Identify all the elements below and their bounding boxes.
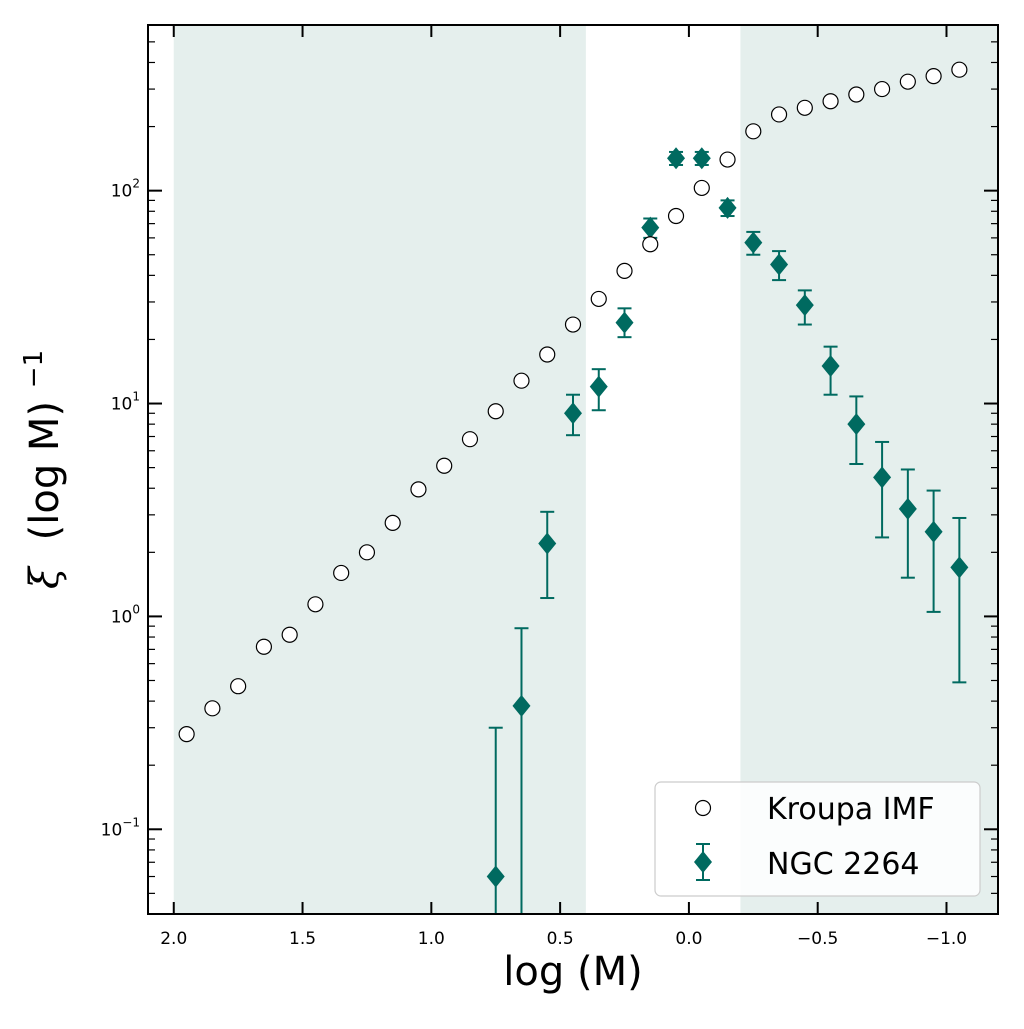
kroupa-point [461,431,479,448]
x-tick-label: −1.0 [926,929,967,949]
y-tick-label: 102 [111,177,140,202]
kroupa-point [564,316,582,333]
y-axis-label-exponent: −1 [19,350,49,388]
kroupa-point [951,61,968,78]
kroupa-point [899,73,916,90]
kroupa-point [436,457,453,474]
x-tick-label: 2.0 [160,929,187,949]
kroupa-point [667,207,685,225]
x-tick-label: −0.5 [797,929,838,949]
ngc-point [641,216,660,239]
ngc-point [770,253,789,276]
ngc-point [898,497,917,520]
kroupa-point [230,678,247,695]
x-tick-label: 0.5 [547,929,574,949]
legend: Kroupa IMF NGC 2264 [654,781,981,897]
kroupa-point [281,626,298,643]
kroupa-point [848,86,865,103]
ngc-point [795,294,814,317]
ngc-point [744,231,763,254]
kroupa-point [178,725,195,743]
kroupa-point [513,372,530,389]
ngc-point [821,355,840,378]
ngc-point [564,402,582,425]
x-axis-label: log (M) [503,949,642,995]
y-tick-label: 100 [111,602,140,627]
ngc-point [950,556,969,579]
legend-kroupa-label: Kroupa IMF [767,792,935,827]
y-tick-label: 10−1 [101,815,140,840]
kroupa-point [642,236,659,253]
plot-frame [147,24,999,915]
y-axis-label-text: (log M) [22,401,68,540]
x-tick-label: 1.5 [289,929,316,949]
axis-ticks: 2.0 1.5 1.0 0.5 0.0 −0.5 −1.0 10−1 100 101 102 [101,24,998,949]
kroupa-point [255,638,273,655]
kroupa-point [204,700,221,717]
shaded-region-0 [173,25,586,914]
kroupa-point [822,93,839,110]
legend-ngc-marker [694,843,712,881]
kroupa-point [358,544,376,561]
kroupa-point [616,262,633,279]
ngc-point [924,520,943,543]
kroupa-point [770,106,788,123]
ngc-point [873,466,892,489]
ngc-point [486,865,505,888]
kroupa-point [590,290,607,308]
kroupa-point [693,179,710,197]
x-tick-label: 1.0 [418,929,445,949]
kroupa-point [384,514,401,531]
ngc-point [512,694,531,717]
legend-kroupa-marker [694,799,712,817]
y-tick-label: 101 [111,390,140,415]
data-series [178,61,969,914]
kroupa-point [745,123,762,140]
x-tick-label: 0.0 [675,929,702,949]
kroupa-point [333,564,350,582]
shaded-regions [173,25,998,914]
shaded-region-1 [740,25,998,914]
ngc-point [615,311,634,334]
legend-ngc-diamond [694,851,712,873]
kroupa-point [487,403,504,420]
kroupa-point [719,151,736,168]
y-axis-label-symbol: ξ [22,565,68,589]
ngc-point [847,413,866,436]
kroupa-point [307,596,324,613]
ngc-point [718,196,737,219]
legend-ngc-label: NGC 2264 [767,847,920,882]
ngc-point [692,147,711,170]
kroupa-point [539,346,556,363]
legend-box [654,781,981,897]
ngc-point [589,375,608,398]
kroupa-point [796,99,813,116]
ngc-point [538,532,557,555]
kroupa-point [410,481,427,498]
kroupa-point [925,68,942,85]
y-axis-label: ξ (log M) −1 [19,350,68,589]
ngc-point [667,147,686,170]
kroupa-point [873,80,891,98]
